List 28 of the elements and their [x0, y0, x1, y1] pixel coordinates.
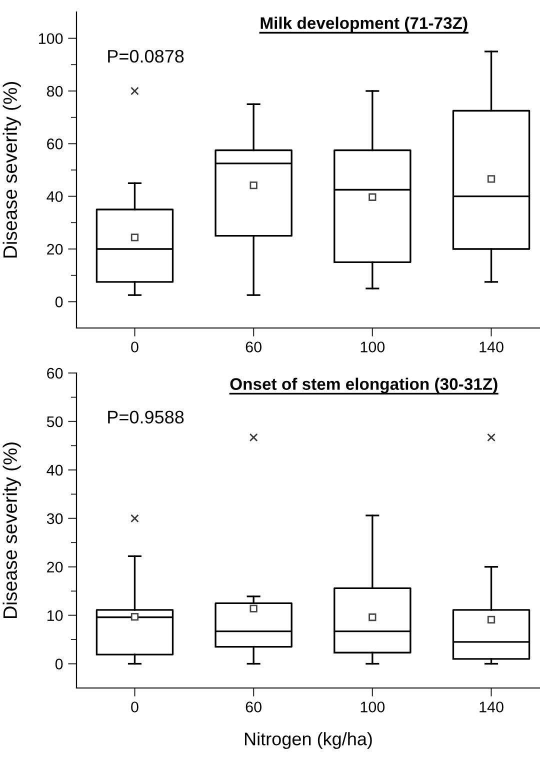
- y-tick-label: 40: [46, 464, 63, 476]
- x-tick-label: 60: [246, 342, 262, 352]
- y-tick-label: 20: [47, 562, 63, 573]
- y-tick-label: 0: [55, 296, 63, 308]
- y-tick-label: 10: [47, 610, 63, 621]
- y-tick-label: 60: [47, 138, 63, 150]
- y-tick-label: 20: [47, 244, 63, 255]
- x-tick-label: 0: [131, 702, 138, 712]
- x-tick-label: 140: [480, 702, 504, 712]
- annotation: P=0.0878: [108, 50, 184, 63]
- y-tick-label: 100: [38, 33, 63, 44]
- y-tick-label: 60: [47, 368, 63, 379]
- y-tick-label: 0: [55, 658, 63, 670]
- y-tick-label: 80: [46, 86, 63, 97]
- y-tick-label: 40: [46, 191, 63, 202]
- y-axis-title: Disease severity (%): [2, 442, 21, 618]
- x-tick-label: 100: [360, 342, 385, 352]
- x-tick-label: 60: [246, 702, 262, 712]
- chart-title: Milk development (71-73Z): [260, 16, 468, 32]
- x-tick-label: 100: [360, 702, 385, 712]
- y-tick-label: 50: [46, 416, 63, 428]
- y-axis-title: Disease severity (%): [2, 82, 21, 258]
- x-tick-label: 140: [480, 342, 504, 352]
- chart-title: Onset of stem elongation (30-31Z): [230, 378, 498, 394]
- x-axis-title: Nitrogen (kg/ha): [245, 732, 372, 749]
- annotation: P=0.9588: [108, 410, 184, 424]
- x-tick-label: 0: [131, 342, 138, 352]
- y-tick-label: 30: [46, 513, 63, 524]
